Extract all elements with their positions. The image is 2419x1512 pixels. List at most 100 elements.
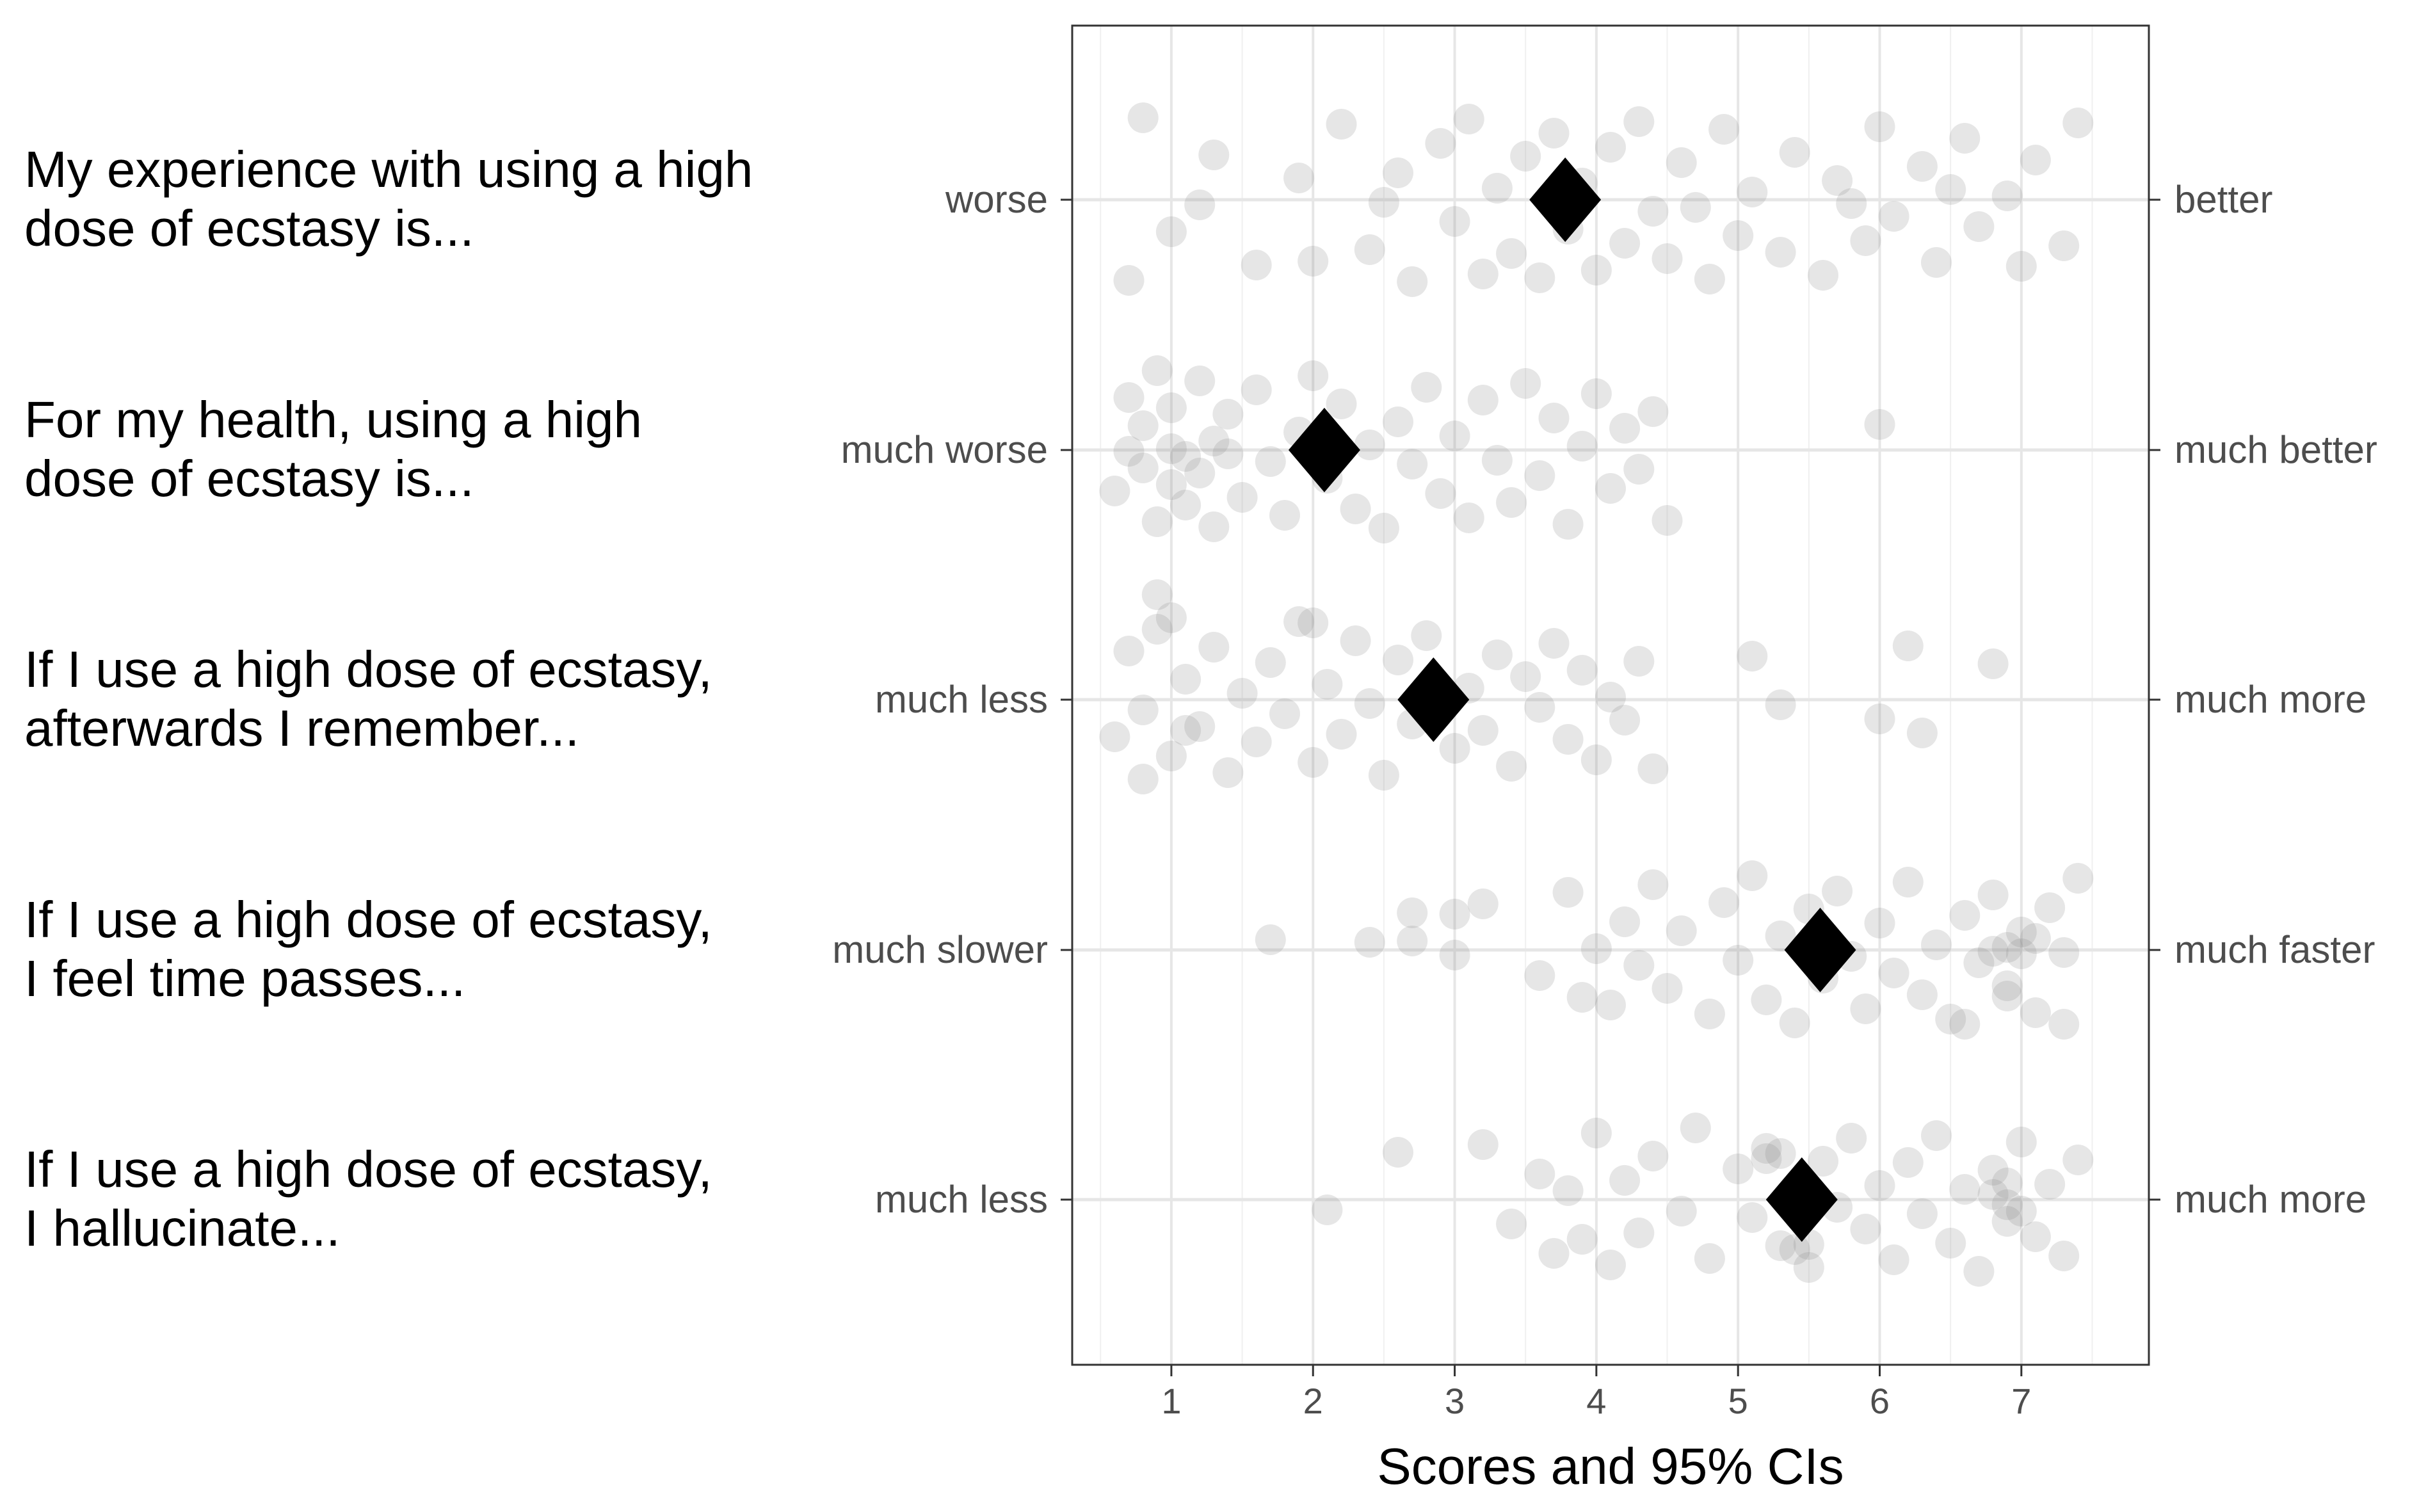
data-point [2062,108,2094,138]
data-point [1694,264,1725,294]
data-point [1566,431,1598,462]
data-point [1991,1206,2023,1237]
data-point [1170,715,1201,746]
data-point [1155,741,1187,771]
mean-diamond [1784,908,1856,992]
data-point [1312,1194,1343,1225]
data-point [1623,454,1655,485]
data-point [1538,1238,1570,1269]
data-point [1977,880,2009,910]
data-point [1198,426,1230,456]
data-point [1637,196,1669,227]
data-point [1312,669,1343,700]
data-point [1921,247,1952,278]
data-point [1439,421,1470,451]
data-point [1467,1129,1499,1160]
data-point [1977,936,2009,967]
data-point [1099,721,1130,752]
data-point [1991,932,2023,963]
row-labels: worse better My experience with using a hi… [24,141,2377,1257]
data-point [1779,1234,1810,1265]
data-point [1496,751,1527,782]
data-point [1737,177,1768,207]
data-point [1496,1209,1527,1239]
data-point [1226,678,1258,709]
data-point [1368,187,1399,218]
left-anchor-label: much worse [841,428,1048,471]
data-point [1652,973,1683,1004]
data-point [1354,234,1385,265]
data-point [1808,260,1838,291]
data-point [1127,764,1159,794]
question-label: For my health, using a high [24,391,642,448]
data-point [1383,157,1413,188]
data-point [1906,1198,1938,1229]
data-point [1354,688,1385,719]
data-point [1963,211,1995,242]
data-point [1949,123,1981,154]
question-label: My experience with using a high [24,141,753,198]
data-point [1184,458,1216,488]
data-point [1510,141,1541,172]
data-point [1595,473,1626,504]
data-point [2034,1169,2066,1200]
data-point [1864,908,1895,938]
data-point [1991,970,2023,1001]
data-point [1991,1168,2023,1198]
data-point [1637,753,1669,784]
data-point [1580,255,1612,286]
data-point [1298,360,1329,391]
data-point [1566,982,1598,1013]
data-point [1099,476,1130,506]
data-point [1935,174,1966,205]
data-point [1906,979,1938,1010]
data-point [1963,947,1995,978]
x-tick-label: 5 [1728,1381,1748,1421]
question-label: afterwards I remember... [24,700,579,757]
data-point [1623,950,1655,981]
data-point [1723,945,1754,976]
data-point [1609,906,1641,937]
data-point [1241,727,1272,757]
question-label: dose of ecstasy is... [24,450,474,507]
data-point [1652,243,1683,274]
data-point [1765,1138,1796,1169]
mean-markers [1288,157,1856,1242]
data-point [1496,487,1527,518]
x-tick-label: 3 [1445,1381,1465,1421]
data-point [1737,641,1768,672]
question-label: I feel time passes... [24,950,465,1007]
data-point [1836,1123,1867,1154]
data-point [1113,265,1145,296]
data-point [1580,744,1612,775]
data-point [1580,933,1612,964]
data-point [1524,460,1555,491]
data-point [1864,409,1895,440]
right-anchor-label: better [2174,178,2272,221]
data-point [1453,503,1484,533]
data-point [1850,225,1881,256]
data-point [1609,1165,1641,1196]
data-point [1524,262,1555,293]
data-point [1637,396,1669,427]
data-point [1411,372,1442,403]
data-point [1198,511,1230,542]
data-point [1481,173,1513,204]
data-point [1850,993,1881,1024]
data-point [1878,201,1909,232]
data-point [1793,1252,1824,1283]
data-point [1623,1218,1655,1248]
data-point [1652,505,1683,536]
data-point [1439,899,1470,929]
data-point [1155,392,1187,423]
x-tick-label: 4 [1586,1381,1606,1421]
data-point [1155,602,1187,633]
data-point [1538,403,1570,433]
data-point [1524,692,1555,723]
data-point [1878,1244,1909,1275]
data-point [1892,631,1924,661]
data-point [1170,441,1201,472]
data-point [1170,664,1201,695]
data-point [1694,999,1725,1029]
data-point [1836,188,1867,219]
